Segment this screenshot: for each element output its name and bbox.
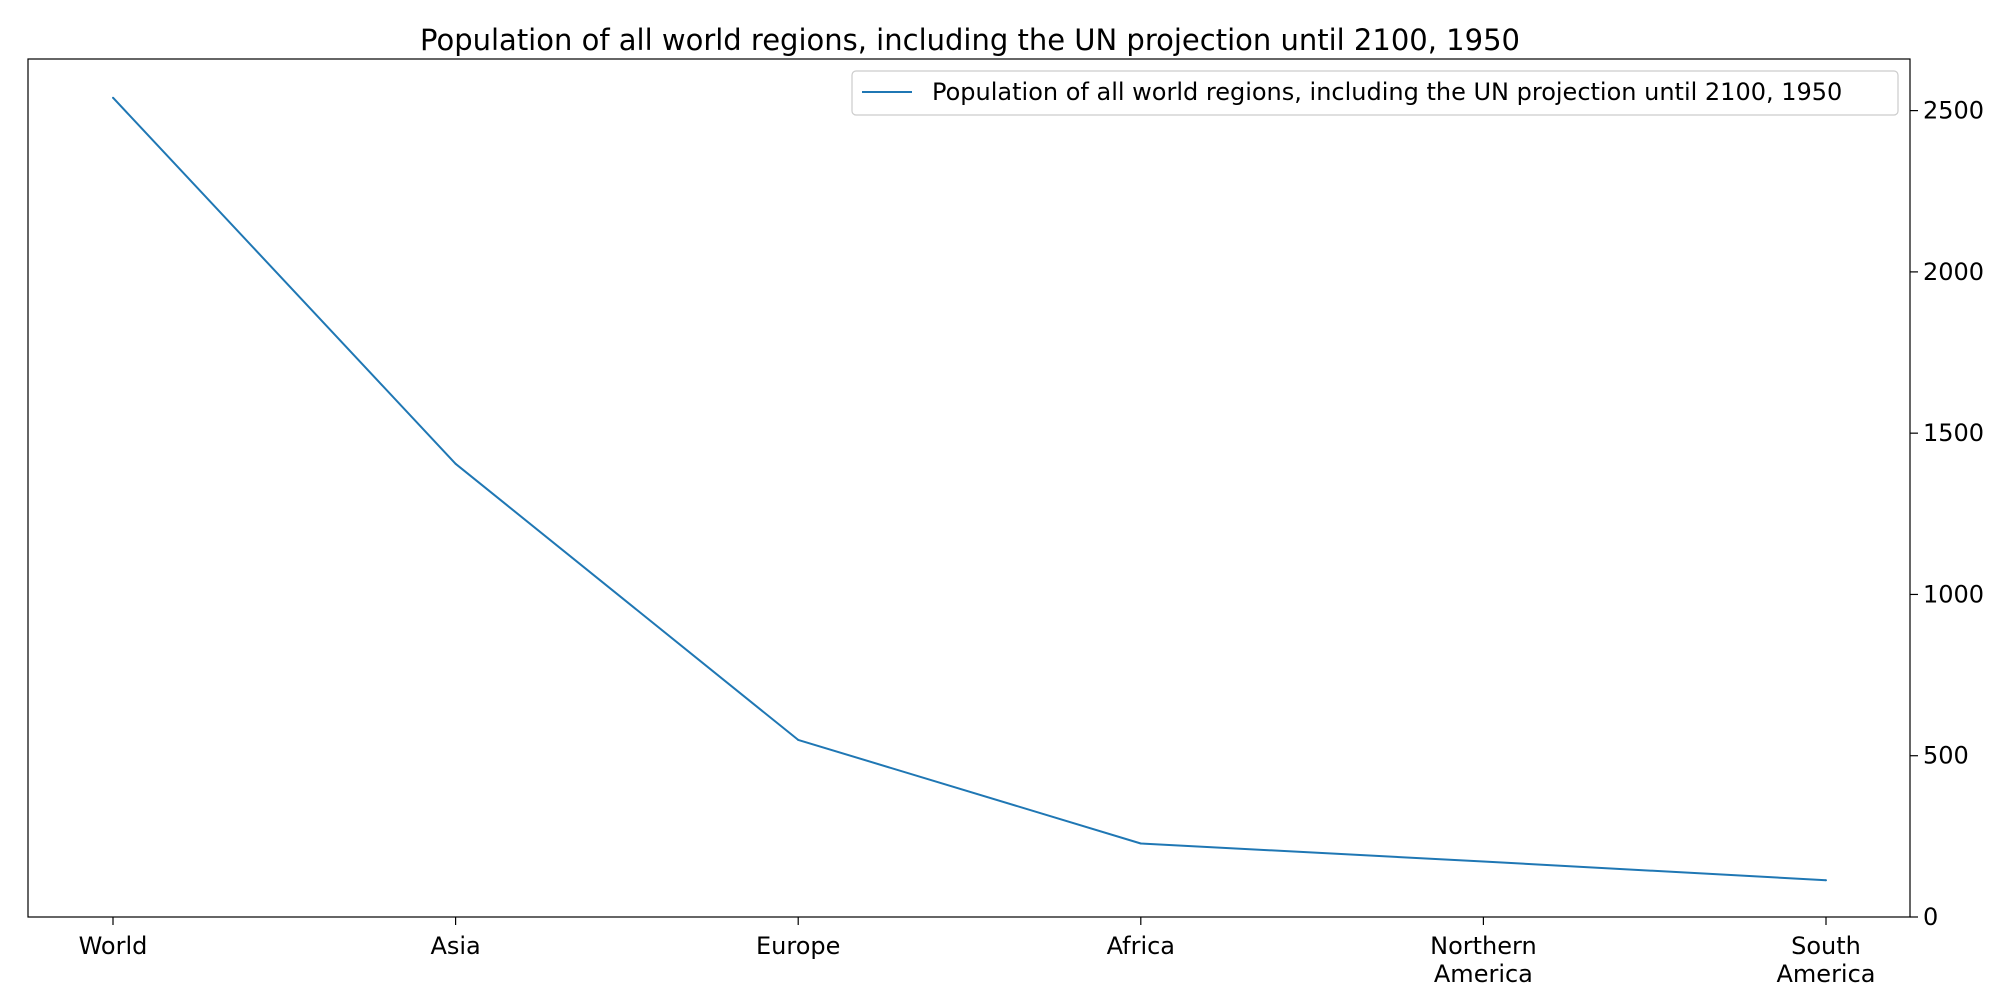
x-tick-label-line: Asia (430, 932, 480, 960)
series-line (112, 97, 1827, 882)
x-tick-label: Europe (756, 932, 840, 960)
data-point (454, 462, 457, 465)
plot-area-frame (27, 58, 1911, 918)
x-tick-label: Africa (1107, 932, 1175, 960)
y-tick-label: 2500 (1923, 97, 1984, 125)
data-point (112, 96, 114, 99)
x-tick-label-line: Europe (756, 932, 840, 960)
legend-label: Population of all world regions, includi… (932, 78, 1842, 106)
x-tick-label-line: World (79, 932, 148, 960)
y-tick-label: 1500 (1923, 419, 1984, 447)
x-tick-label-line: South (1791, 932, 1861, 960)
y-tick-label: 500 (1923, 742, 1969, 770)
data-point (1139, 842, 1142, 845)
x-tick-label-line: Northern (1430, 932, 1537, 960)
chart-title: Population of all world regions, includi… (420, 23, 1520, 57)
x-tick-label: Asia (430, 932, 480, 960)
x-tick-label: World (79, 932, 148, 960)
x-tick-label: South America (1777, 932, 1876, 988)
legend-box (851, 70, 1899, 116)
x-tick-label-line: America (1434, 960, 1533, 988)
data-point (1482, 860, 1485, 863)
series-layer (112, 96, 1827, 882)
x-axis: World Asia Europe Africa Northern AmericaSout… (79, 917, 1876, 988)
y-tick-label: 1000 (1923, 580, 1984, 608)
x-tick-label: Northern America (1430, 932, 1537, 988)
x-tick-label-line: Africa (1107, 932, 1175, 960)
y-tick-label: 2000 (1923, 258, 1984, 286)
data-point (1825, 879, 1827, 882)
y-axis: 0 500 1000 1500 2000 2500 (1910, 97, 1984, 931)
legend: Population of all world regions, includi… (851, 70, 1899, 116)
x-tick-label-line: America (1777, 960, 1876, 988)
data-point (797, 738, 800, 741)
y-tick-label: 0 (1923, 903, 1938, 931)
